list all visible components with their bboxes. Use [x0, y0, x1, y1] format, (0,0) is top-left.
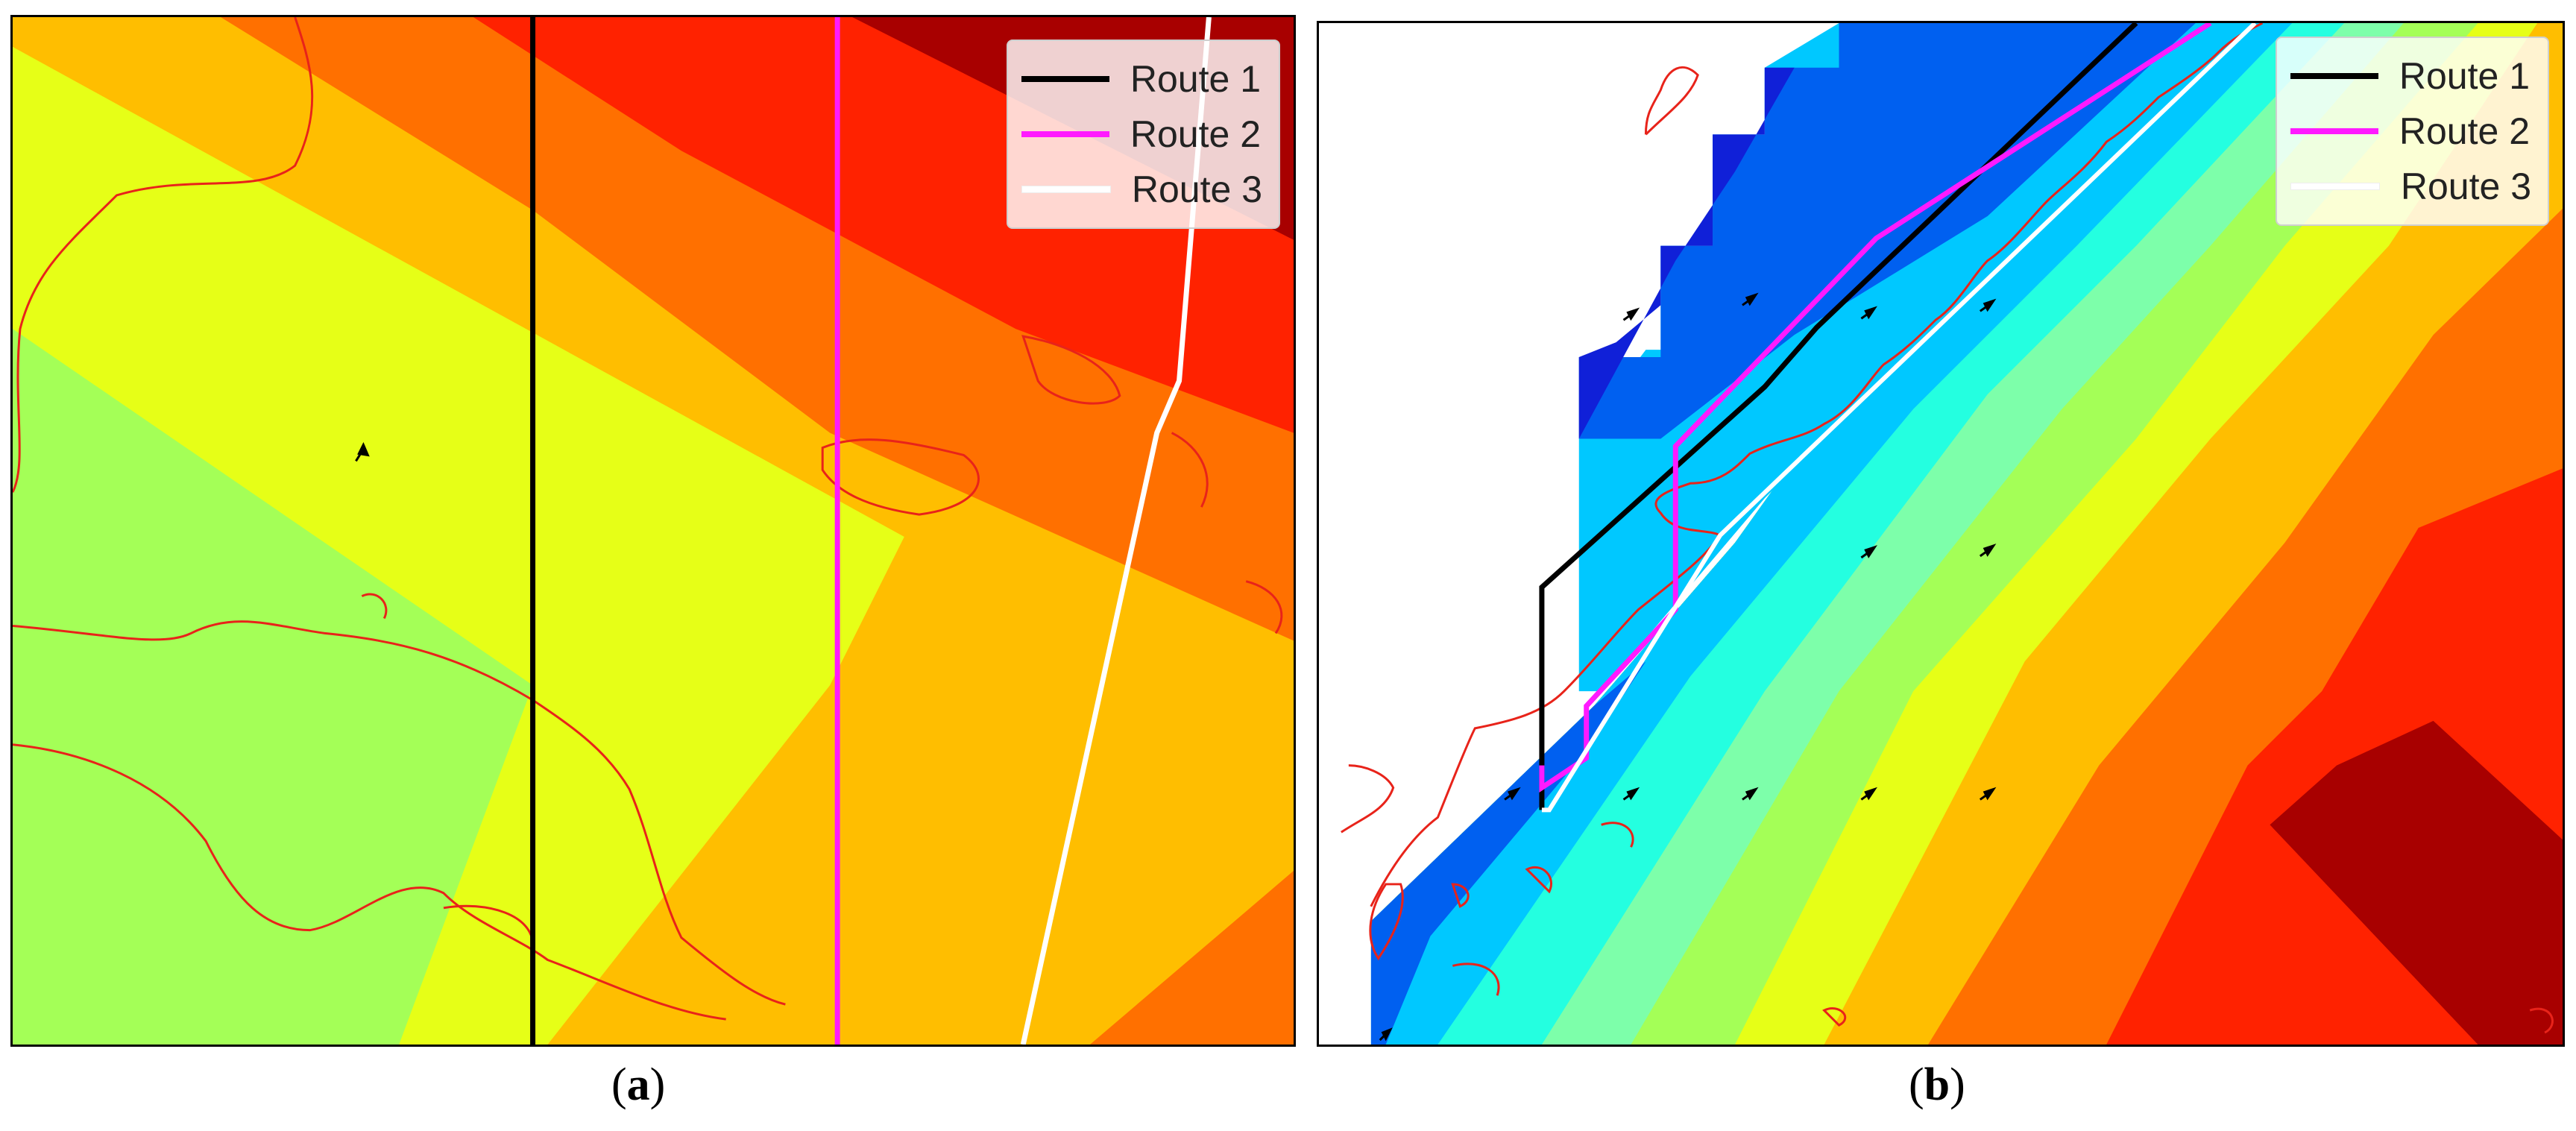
legend-item-route-3: Route 3 — [1021, 162, 1262, 217]
route-3-line — [1541, 23, 2257, 813]
contour-band-sky — [1370, 23, 2293, 1045]
legend-item-route-3: Route 3 — [2290, 159, 2531, 214]
current-arrows — [355, 441, 370, 462]
legend-item-route-2: Route 2 — [1021, 107, 1262, 162]
legend-label-route-1: Route 1 — [1130, 58, 1261, 100]
map-panel-b: Route 1 Route 2 Route 3 — [1317, 21, 2565, 1047]
legend-a: Route 1 Route 2 Route 3 — [1006, 40, 1280, 229]
map-panel-a: Route 1 Route 2 Route 3 — [10, 15, 1296, 1047]
legend-swatch-route-3 — [1021, 186, 1111, 193]
legend-item-route-2: Route 2 — [2290, 104, 2531, 159]
legend-label-route-2: Route 2 — [2399, 110, 2530, 152]
caption-letter-b: b — [1924, 1059, 1950, 1110]
legend-label-route-3: Route 3 — [2400, 166, 2531, 207]
coastline — [1341, 23, 2554, 1034]
contour-map-b — [1319, 23, 2563, 1045]
legend-swatch-route-1 — [2290, 73, 2378, 79]
contour-band-blue — [1370, 661, 1646, 1045]
route-2-line — [1539, 23, 2212, 793]
legend-swatch-route-3 — [2290, 183, 2380, 190]
current-arrows — [1379, 292, 1997, 1042]
legend-swatch-route-1 — [1021, 76, 1109, 82]
legend-item-route-1: Route 1 — [2290, 48, 2531, 104]
legend-label-route-2: Route 2 — [1130, 113, 1261, 155]
legend-label-route-1: Route 1 — [2399, 55, 2530, 97]
legend-label-route-3: Route 3 — [1131, 168, 1262, 210]
legend-swatch-route-2 — [1021, 131, 1109, 137]
coastline — [13, 17, 1283, 1021]
legend-item-route-1: Route 1 — [1021, 51, 1262, 107]
contour-band-navy — [1578, 67, 1795, 439]
contour-band-cyan — [1370, 23, 2345, 1045]
contour-band-dark-red — [2270, 720, 2563, 1045]
caption-a: (a) — [611, 1059, 666, 1110]
legend-swatch-route-2 — [2290, 128, 2378, 134]
caption-letter-a: a — [626, 1059, 650, 1110]
route-1-line — [1539, 23, 2138, 810]
caption-b: (b) — [1909, 1059, 1965, 1110]
contour-band-light-green — [13, 329, 533, 1045]
legend-b: Route 1 Route 2 Route 3 — [2275, 37, 2549, 226]
